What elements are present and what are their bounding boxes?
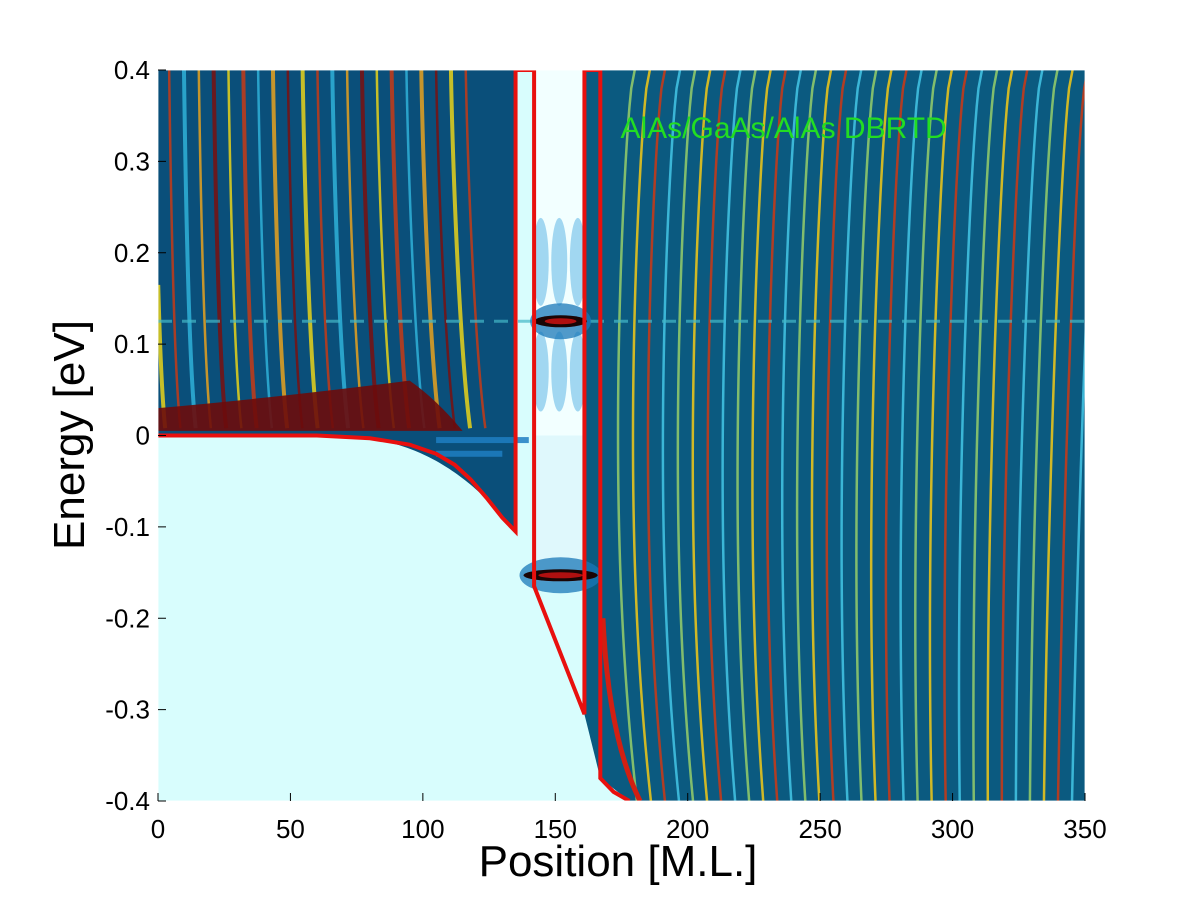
left-fringe-line xyxy=(345,70,365,429)
x-tick-label: 150 xyxy=(534,814,577,844)
well-lobe-upper xyxy=(569,217,586,306)
y-tick-label: -0.2 xyxy=(105,603,150,633)
left-fringe-line xyxy=(256,70,274,429)
left-bound-state xyxy=(436,437,529,444)
band-edge-line xyxy=(158,70,631,801)
right-fringe-line xyxy=(751,70,772,801)
left-fringe-line xyxy=(211,70,229,429)
left-fringe-line xyxy=(158,284,168,429)
left-fringe-line xyxy=(448,70,473,429)
well-lower-region xyxy=(534,435,585,573)
right-fringe-line xyxy=(1000,70,1029,801)
x-tick-label: 50 xyxy=(276,814,305,844)
well-lobe-upper xyxy=(532,217,549,306)
resonance-core xyxy=(544,318,577,325)
plot-area xyxy=(158,70,1085,801)
y-axis: -0.4 -0.3 -0.2 -0.1 0 0.1 0.2 0.3 0.4 xyxy=(105,55,166,816)
right-fringe-line xyxy=(957,70,984,801)
right-fringe-line xyxy=(721,70,742,801)
left-fringe-line xyxy=(464,70,487,429)
right-fringe-line xyxy=(914,70,938,801)
right-fringe-line xyxy=(1070,316,1085,801)
y-tick-label: -0.1 xyxy=(105,512,150,542)
well-lobe-lower xyxy=(569,331,586,412)
right-edge-fringe xyxy=(600,618,643,801)
left-fringe-line xyxy=(389,70,412,429)
left-fringe-line xyxy=(286,70,304,429)
right-fringe-line xyxy=(766,70,787,801)
right-fringe-line xyxy=(661,70,682,801)
right-fringe-line xyxy=(928,70,954,801)
x-tick-label: 250 xyxy=(798,814,841,844)
left-accumulation xyxy=(158,380,463,431)
y-axis-title: Energy [eV] xyxy=(45,320,94,550)
right-fringe-line xyxy=(1042,70,1074,801)
left-fringe-line xyxy=(227,70,243,429)
y-tick-label: 0.3 xyxy=(114,146,150,176)
right-fringe-line xyxy=(676,70,697,801)
x-axis-title: Position [M.L.] xyxy=(479,837,758,886)
right-fringe-line xyxy=(855,70,878,801)
resonance-core xyxy=(538,572,583,579)
left-fringe-line xyxy=(316,70,335,429)
y-tick-label: -0.4 xyxy=(105,786,150,816)
well-lobe-lower xyxy=(551,331,568,412)
y-tick-label: 0.4 xyxy=(114,55,150,85)
right-fringe-line xyxy=(840,70,863,801)
right-region-fill xyxy=(584,70,1085,801)
right-fringe-line xyxy=(795,70,818,801)
right-fringe-line xyxy=(646,70,667,801)
left-bound-state xyxy=(436,450,503,457)
right-fringe-line xyxy=(869,70,893,801)
left-fringe-line xyxy=(375,70,396,429)
left-fringe-line xyxy=(181,70,198,429)
x-tick-label: 200 xyxy=(666,814,709,844)
x-tick-label: 350 xyxy=(1063,814,1106,844)
y-tick-label: 0.2 xyxy=(114,238,150,268)
right-fringe-line xyxy=(631,70,653,801)
left-fringe-line xyxy=(419,70,442,429)
left-fringe-line xyxy=(197,70,213,429)
left-fringe-line xyxy=(405,70,426,429)
left-fringe-line xyxy=(434,70,457,429)
x-axis: 0 50 100 150 200 250 300 350 xyxy=(151,793,1107,844)
right-fringe-line xyxy=(691,70,712,801)
well-lobe-lower xyxy=(532,331,549,412)
right-fringe-line xyxy=(884,70,908,801)
right-fringe-line xyxy=(986,70,1014,801)
y-tick-label: -0.3 xyxy=(105,695,150,725)
left-fringe-line xyxy=(359,70,381,429)
right-fringe-line xyxy=(810,70,833,801)
right-fringe-line xyxy=(736,70,757,801)
right-fringe-line xyxy=(899,70,923,801)
y-tick-label: 0.1 xyxy=(114,329,150,359)
right-fringe-line xyxy=(825,70,848,801)
right-fringe-line xyxy=(1028,70,1059,801)
well-lobe-upper xyxy=(551,217,568,306)
y-tick-label: 0 xyxy=(136,421,150,451)
right-fringe-line xyxy=(1014,70,1044,801)
right-fringe-line xyxy=(780,70,803,801)
x-tick-label: 300 xyxy=(931,814,974,844)
chart-annotation: AlAs/GaAs/AlAs DBRTD xyxy=(621,112,947,145)
x-tick-label: 100 xyxy=(401,814,444,844)
left-fringe-line xyxy=(300,70,320,429)
left-fringe-line xyxy=(270,70,290,429)
x-tick-label: 0 xyxy=(151,814,165,844)
right-fringe-line xyxy=(706,70,727,801)
right-fringe-line xyxy=(943,70,969,801)
right-fringe-line xyxy=(1056,77,1085,801)
left-fringe-line xyxy=(241,70,259,429)
left-fringe-line xyxy=(167,70,182,429)
right-fringe-line xyxy=(972,70,999,801)
left-fringe-line xyxy=(330,70,351,429)
right-fringe-line xyxy=(616,70,639,801)
